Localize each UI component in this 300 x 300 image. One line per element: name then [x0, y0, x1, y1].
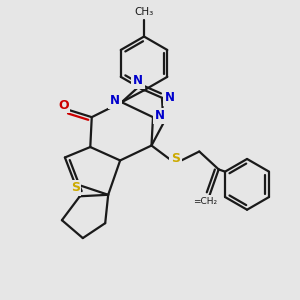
Text: CH₃: CH₃: [134, 7, 154, 17]
Text: N: N: [164, 91, 174, 104]
Text: O: O: [58, 99, 69, 112]
Text: =CH₂: =CH₂: [193, 197, 217, 206]
Text: S: S: [171, 152, 180, 165]
Text: N: N: [154, 109, 165, 122]
Text: N: N: [133, 74, 143, 87]
Text: N: N: [110, 94, 120, 107]
Text: S: S: [71, 182, 80, 194]
